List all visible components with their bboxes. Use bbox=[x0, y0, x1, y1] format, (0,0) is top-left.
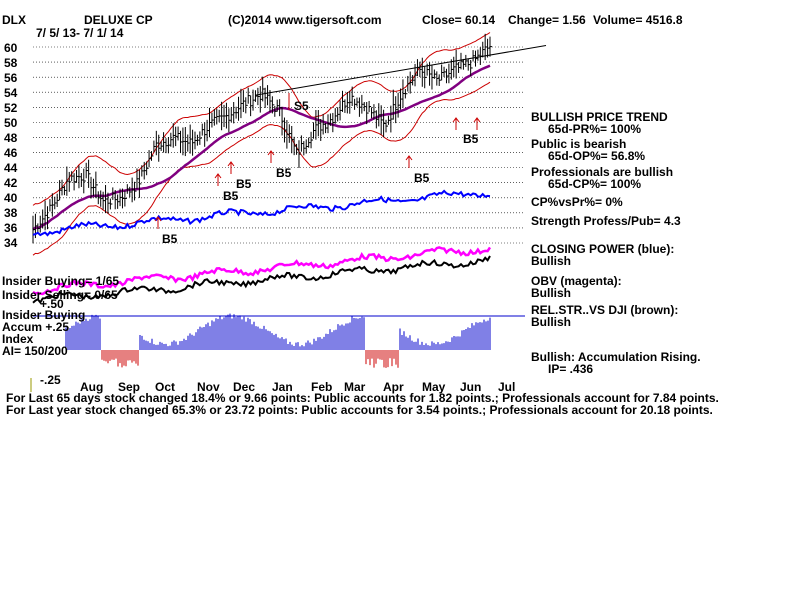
x-tick-label: Dec bbox=[233, 380, 256, 394]
buy-arrow-head bbox=[473, 117, 481, 123]
accumulation-histogram bbox=[33, 313, 525, 368]
relative-strength-line bbox=[32, 255, 491, 305]
trend-title: BULLISH PRICE TREND bbox=[531, 110, 668, 124]
buy-arrow-head bbox=[452, 117, 460, 123]
y-tick-label: 40 bbox=[4, 191, 18, 205]
x-tick-label: Jan bbox=[272, 380, 293, 394]
x-tick-label: Mar bbox=[344, 380, 366, 394]
relstr-value: Bullish bbox=[531, 315, 572, 329]
y-tick-label: 42 bbox=[4, 176, 18, 190]
public-title: Public is bearish bbox=[531, 137, 627, 151]
price-bars bbox=[32, 33, 492, 244]
obv-title: OBV (magenta): bbox=[531, 274, 622, 288]
y-tick-label: 46 bbox=[4, 146, 18, 160]
closing-power-title: CLOSING POWER (blue): bbox=[531, 242, 675, 256]
signal-label-b5: B5 bbox=[276, 166, 292, 180]
y-tick-label: 54 bbox=[4, 86, 18, 100]
y-tick-label: 38 bbox=[4, 206, 18, 220]
closing-power-path bbox=[32, 189, 491, 237]
ma-path bbox=[32, 64, 491, 231]
obv-path bbox=[32, 246, 492, 296]
ip-value: IP= .436 bbox=[548, 362, 594, 376]
insider-buying-label: Insider Buying= 1/65 bbox=[2, 274, 120, 288]
upper-band-path bbox=[32, 32, 491, 206]
y-tick-label: 52 bbox=[4, 101, 18, 115]
signal-arrows bbox=[154, 93, 481, 229]
ai-label: AI= 150/200 bbox=[2, 344, 68, 358]
date-range: 7/ 5/ 13- 7/ 1/ 14 bbox=[36, 26, 124, 40]
closing-power-value: Bullish bbox=[531, 254, 572, 268]
accum-label: Accum +.25 bbox=[2, 320, 70, 334]
y-tick-label: 60 bbox=[4, 41, 18, 55]
op-value: 65d-OP%= 56.8% bbox=[548, 149, 646, 163]
accum-summary: Bullish: Accumulation Rising. bbox=[531, 350, 701, 364]
x-tick-label: Sep bbox=[118, 380, 141, 394]
cp-value: 65d-CP%= 100% bbox=[548, 177, 642, 191]
resistance-line bbox=[254, 44, 547, 96]
buy-arrow-head bbox=[405, 155, 413, 161]
pros-title: Professionals are bullish bbox=[531, 165, 674, 179]
rel-str-path bbox=[32, 255, 491, 305]
buy-arrow-head bbox=[227, 161, 235, 167]
y-tick-label: 34 bbox=[4, 236, 18, 250]
signal-label-b5: B5 bbox=[414, 171, 430, 185]
moving-average-line bbox=[32, 64, 491, 231]
volume-value: Volume= 4516.8 bbox=[593, 13, 683, 27]
x-tick-label: Oct bbox=[155, 380, 176, 394]
y-tick-label: 50 bbox=[4, 116, 18, 130]
scale-plus50: +.50 bbox=[40, 297, 64, 311]
scale-minus25: -.25 bbox=[40, 373, 61, 387]
insider-selling-label: Insider Selling= 0/65 bbox=[2, 288, 118, 302]
trend-lines bbox=[254, 44, 547, 96]
y-tick-label: 58 bbox=[4, 56, 18, 70]
obv-line bbox=[32, 246, 492, 296]
x-tick-label: May bbox=[422, 380, 446, 394]
signal-label-s5: S5 bbox=[294, 99, 309, 113]
x-tick-label: Jul bbox=[498, 380, 516, 394]
lower-band-path bbox=[32, 81, 491, 256]
insider-buying-label-2: Insider Buying bbox=[2, 308, 86, 322]
buy-arrow-head bbox=[214, 173, 222, 179]
upper-band-line bbox=[32, 32, 491, 206]
index-label: Index bbox=[2, 332, 34, 346]
signal-label-b5: B5 bbox=[463, 132, 479, 146]
relstr-title: REL.STR..VS DJI (brown): bbox=[531, 303, 679, 317]
closing-power-line bbox=[32, 189, 491, 237]
y-tick-label: 48 bbox=[4, 131, 18, 145]
strength-value: Strength Profess/Pub= 4.3 bbox=[531, 214, 681, 228]
x-tick-label: Aug bbox=[80, 380, 104, 394]
company-name: DELUXE CP bbox=[84, 13, 153, 27]
footer-line-year: For Last year stock changed 65.3% or 23.… bbox=[6, 403, 713, 417]
pr-value: 65d-PR%= 100% bbox=[548, 122, 642, 136]
y-tick-label: 36 bbox=[4, 221, 18, 235]
signal-label-b5: B5 bbox=[236, 177, 252, 191]
x-tick-label: Apr bbox=[383, 380, 404, 394]
x-tick-label: Jun bbox=[460, 380, 482, 394]
y-tick-label: 44 bbox=[4, 161, 18, 175]
x-tick-label: Nov bbox=[197, 380, 220, 394]
x-tick-label: Feb bbox=[311, 380, 333, 394]
footer-line-65d: For Last 65 days stock changed 18.4% or … bbox=[6, 391, 719, 405]
copyright: (C)2014 www.tigersoft.com bbox=[228, 13, 382, 27]
close-value: Close= 60.14 bbox=[422, 13, 496, 27]
buy-arrow-head bbox=[154, 216, 162, 222]
obv-value: Bullish bbox=[531, 286, 572, 300]
y-tick-label: 56 bbox=[4, 71, 18, 85]
signal-label-b5: B5 bbox=[223, 189, 239, 203]
change-value: Change= 1.56 bbox=[508, 13, 586, 27]
buy-arrow-head bbox=[267, 150, 275, 156]
ticker: DLX bbox=[2, 13, 26, 27]
cpvspr-value: CP%vsPr%= 0% bbox=[531, 195, 623, 209]
signal-label-b5: B5 bbox=[162, 232, 178, 246]
lower-band-line bbox=[32, 81, 491, 256]
